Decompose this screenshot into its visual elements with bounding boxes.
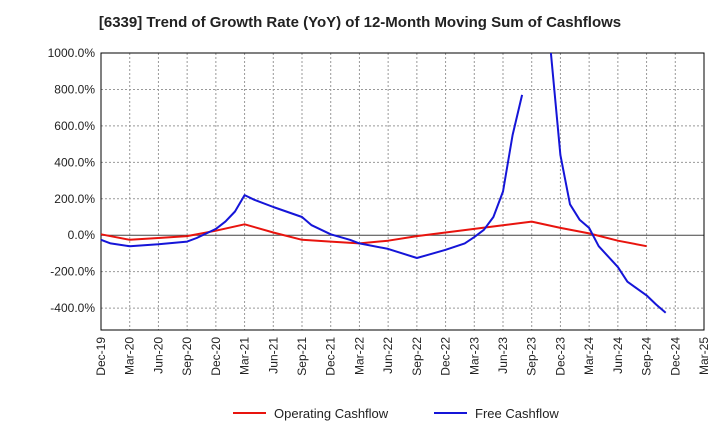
y-tick-label: -200.0% xyxy=(50,265,95,279)
y-tick-label: 0.0% xyxy=(68,228,96,242)
x-tick-label: Mar-21 xyxy=(238,337,252,375)
x-tick-label: Dec-22 xyxy=(439,337,453,376)
x-tick-label: Dec-23 xyxy=(553,337,567,376)
y-tick-label: 600.0% xyxy=(54,119,95,133)
legend: Operating Cashflow Free Cashflow xyxy=(233,406,559,421)
x-tick-label: Jun-20 xyxy=(151,337,165,374)
x-axis-ticks: Dec-19 Mar-20 Jun-20 Sep-20 Dec-20 Mar-21 Jun-… xyxy=(94,337,711,376)
y-tick-label: 1000.0% xyxy=(48,46,96,60)
x-tick-label: Mar-25 xyxy=(697,337,711,375)
x-tick-label: Sep-22 xyxy=(410,337,424,376)
chart-title: [6339] Trend of Growth Rate (YoY) of 12-… xyxy=(98,14,622,31)
y-tick-label: 800.0% xyxy=(54,82,95,96)
x-tick-label: Dec-20 xyxy=(209,337,223,376)
series-line-free-cashflow xyxy=(100,52,667,314)
x-tick-label: Dec-19 xyxy=(94,337,108,376)
series-layer xyxy=(100,52,667,314)
legend-label-operating-cashflow: Operating Cashflow xyxy=(274,406,389,421)
x-tick-label: Jun-22 xyxy=(381,337,395,374)
y-axis-ticks: -400.0% -200.0% 0.0% 200.0% 400.0% 600.0% 800.… xyxy=(48,46,96,315)
x-tick-label: Sep-24 xyxy=(640,337,654,376)
y-tick-label: 400.0% xyxy=(54,155,95,169)
grid xyxy=(101,53,704,330)
x-tick-label: Sep-21 xyxy=(295,337,309,376)
x-tick-label: Mar-20 xyxy=(123,337,137,375)
y-tick-label: -400.0% xyxy=(50,301,95,315)
x-tick-label: Mar-22 xyxy=(352,337,366,375)
x-tick-label: Sep-20 xyxy=(180,337,194,376)
y-tick-label: 200.0% xyxy=(54,192,95,206)
x-tick-label: Mar-23 xyxy=(467,337,481,375)
legend-label-free-cashflow: Free Cashflow xyxy=(475,406,559,421)
x-tick-label: Jun-21 xyxy=(266,337,280,374)
plot-frame xyxy=(100,52,705,331)
x-tick-label: Dec-24 xyxy=(668,337,682,376)
x-tick-label: Jun-24 xyxy=(611,337,625,374)
x-tick-label: Sep-23 xyxy=(525,337,539,376)
x-tick-label: Mar-24 xyxy=(582,337,596,375)
x-tick-label: Jun-23 xyxy=(496,337,510,374)
x-tick-label: Dec-21 xyxy=(324,337,338,376)
series-line-operating-cashflow xyxy=(100,220,647,248)
